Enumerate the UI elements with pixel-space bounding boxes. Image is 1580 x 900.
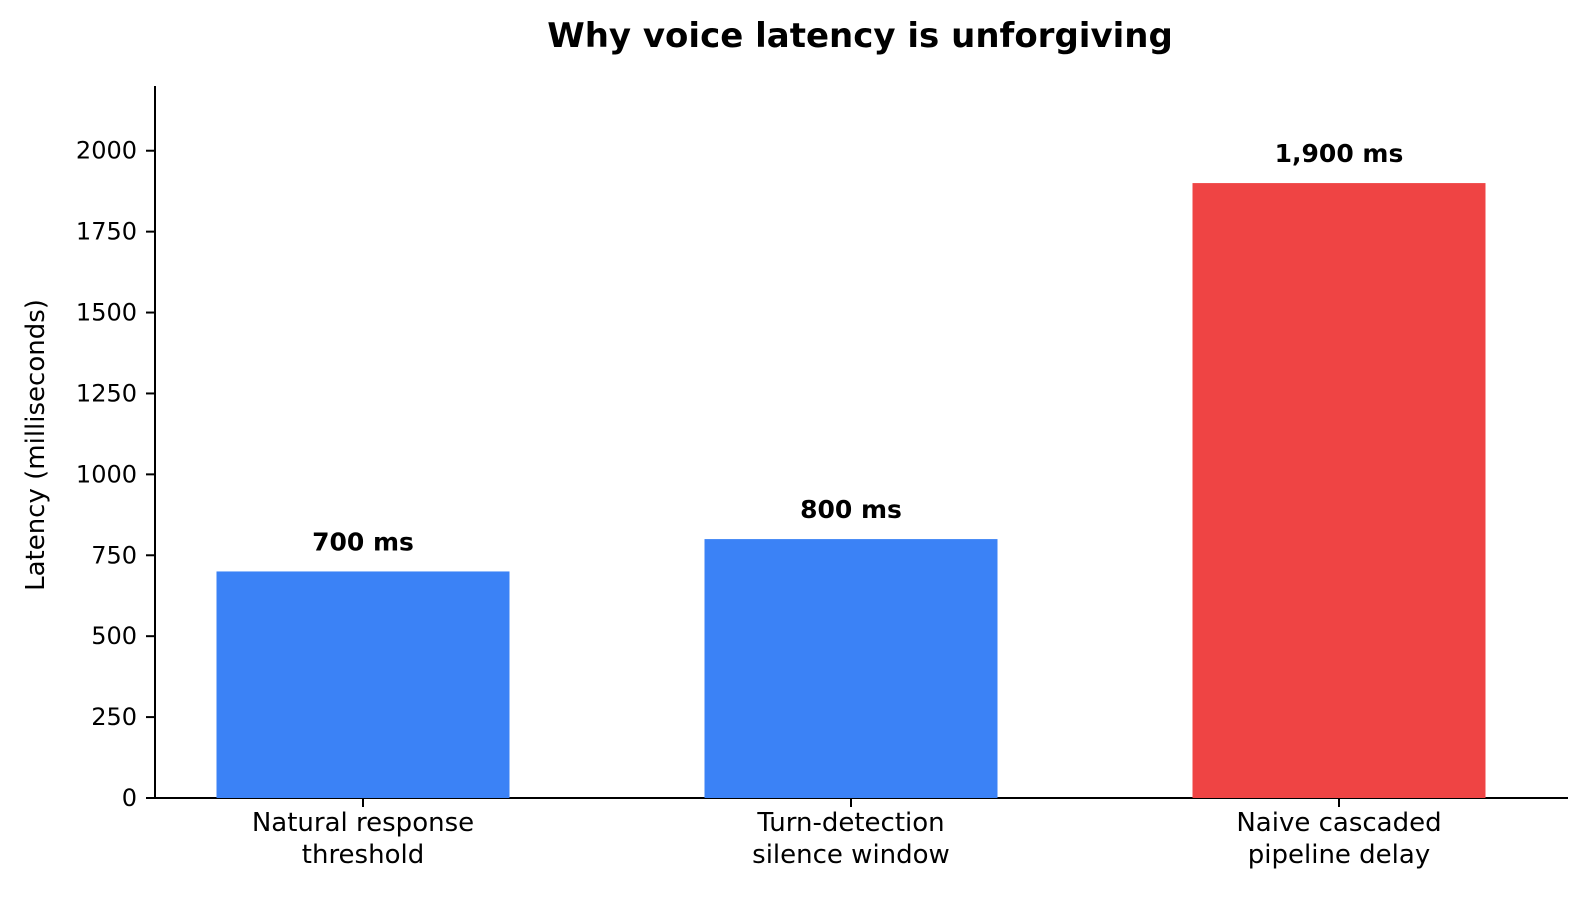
x-tick-label: Naive cascaded pipeline delay bbox=[1236, 808, 1441, 870]
x-axis-labels: Natural response threshold Turn-detection s… bbox=[252, 798, 1442, 870]
data-label: 800 ms bbox=[800, 495, 902, 524]
x-tick-label-line: Turn-detection bbox=[756, 808, 944, 838]
y-tick-label: 750 bbox=[91, 541, 137, 569]
y-tick-label: 0 bbox=[122, 784, 137, 812]
y-tick-label: 1250 bbox=[76, 379, 137, 407]
y-tick-label: 1750 bbox=[76, 218, 137, 246]
y-tick-label: 2000 bbox=[76, 137, 137, 165]
bar bbox=[1192, 183, 1486, 798]
chart-title: Why voice latency is unforgiving bbox=[547, 16, 1173, 56]
x-tick-label: Turn-detection silence window bbox=[752, 808, 950, 870]
x-tick-label-line: pipeline delay bbox=[1248, 840, 1430, 870]
bar bbox=[216, 571, 510, 798]
data-label: 700 ms bbox=[312, 527, 414, 556]
data-label: 1,900 ms bbox=[1275, 139, 1404, 168]
x-tick-label-line: Naive cascaded bbox=[1236, 808, 1441, 838]
x-tick-label-line: silence window bbox=[752, 840, 950, 870]
data-labels-group: 700 ms 800 ms 1,900 ms bbox=[312, 139, 1403, 556]
y-tick-label: 250 bbox=[91, 703, 137, 731]
y-axis-label: Latency (milliseconds) bbox=[21, 299, 51, 591]
x-tick-label-line: Natural response bbox=[252, 808, 474, 838]
bar bbox=[704, 539, 998, 798]
y-tick-label: 1000 bbox=[76, 460, 137, 488]
x-tick-label: Natural response threshold bbox=[252, 808, 474, 870]
y-axis-ticks: 0 250 500 750 1000 1250 1500 1750 2000 bbox=[76, 137, 155, 812]
y-tick-label: 500 bbox=[91, 622, 137, 650]
bars-group bbox=[216, 183, 1486, 798]
y-tick-label: 1500 bbox=[76, 299, 137, 327]
x-tick-label-line: threshold bbox=[302, 840, 424, 870]
